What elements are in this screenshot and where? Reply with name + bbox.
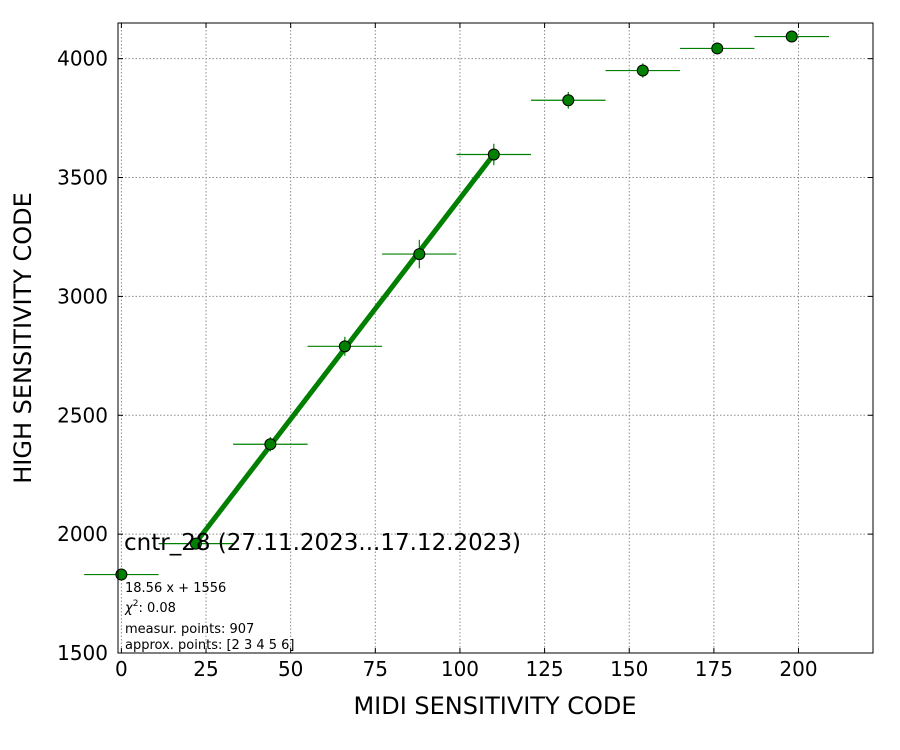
data-point: [680, 42, 755, 55]
point-marker: [264, 438, 277, 451]
x-tick-label: 150: [610, 657, 648, 681]
x-tick-label: 100: [441, 657, 479, 681]
data-point: [382, 239, 457, 269]
x-tick-label: 175: [695, 657, 733, 681]
y-tick-label: 4000: [57, 47, 108, 71]
plot-frame: [117, 22, 874, 654]
point-marker: [338, 340, 351, 353]
x-axis-label: MIDI SENSITIVITY CODE: [353, 692, 636, 720]
point-marker: [487, 148, 500, 161]
data-point: [233, 437, 308, 452]
chi-exponent: 2: [133, 599, 139, 609]
point-marker: [785, 30, 798, 43]
x-tick-label: 0: [115, 657, 128, 681]
data-point: [456, 143, 532, 166]
y-tick-label: 2500: [57, 403, 108, 427]
chi-square-annotation: χ2: 0.08: [124, 599, 176, 616]
y-tick-label: 3500: [57, 166, 108, 190]
ticks: [118, 23, 873, 654]
grid: [118, 23, 873, 654]
approx-points-annotation: approx. points: [2 3 4 5 6]: [125, 638, 295, 653]
points-layer: [84, 30, 829, 581]
measur-points-annotation: measur. points: 907: [125, 622, 254, 637]
x-tick-label: 25: [193, 657, 218, 681]
x-tick-label: 75: [363, 657, 388, 681]
point-marker: [413, 248, 426, 261]
y-axis-label: HIGH SENSITIVITY CODE: [9, 192, 37, 484]
chi-symbol: χ: [124, 601, 134, 616]
y-tick-label: 1500: [57, 641, 108, 665]
data-point: [84, 568, 159, 581]
data-point: [307, 336, 383, 356]
data-point: [605, 63, 681, 78]
chi-value: : 0.08: [138, 601, 175, 616]
data-point: [531, 91, 606, 109]
point-marker: [562, 94, 575, 107]
y-tick-label: 2000: [57, 522, 108, 546]
data-point: [158, 537, 234, 550]
point-marker: [711, 42, 724, 55]
chart-title: cntr_28 (27.11.2023...17.12.2023): [124, 530, 521, 556]
data-point: [754, 30, 829, 43]
point-marker: [115, 568, 128, 581]
point-marker: [636, 64, 649, 77]
x-tick-label: 50: [278, 657, 303, 681]
y-tick-label: 3000: [57, 284, 108, 308]
point-marker: [189, 537, 202, 550]
x-tick-label: 200: [779, 657, 817, 681]
x-tick-label: 125: [525, 657, 563, 681]
tick-labels: 0 25 50 75 100 125 150 175 200 1500 2000 2500 3000 35…: [57, 47, 818, 681]
fit-equation-annotation: 18.56 x + 1556: [125, 581, 226, 596]
